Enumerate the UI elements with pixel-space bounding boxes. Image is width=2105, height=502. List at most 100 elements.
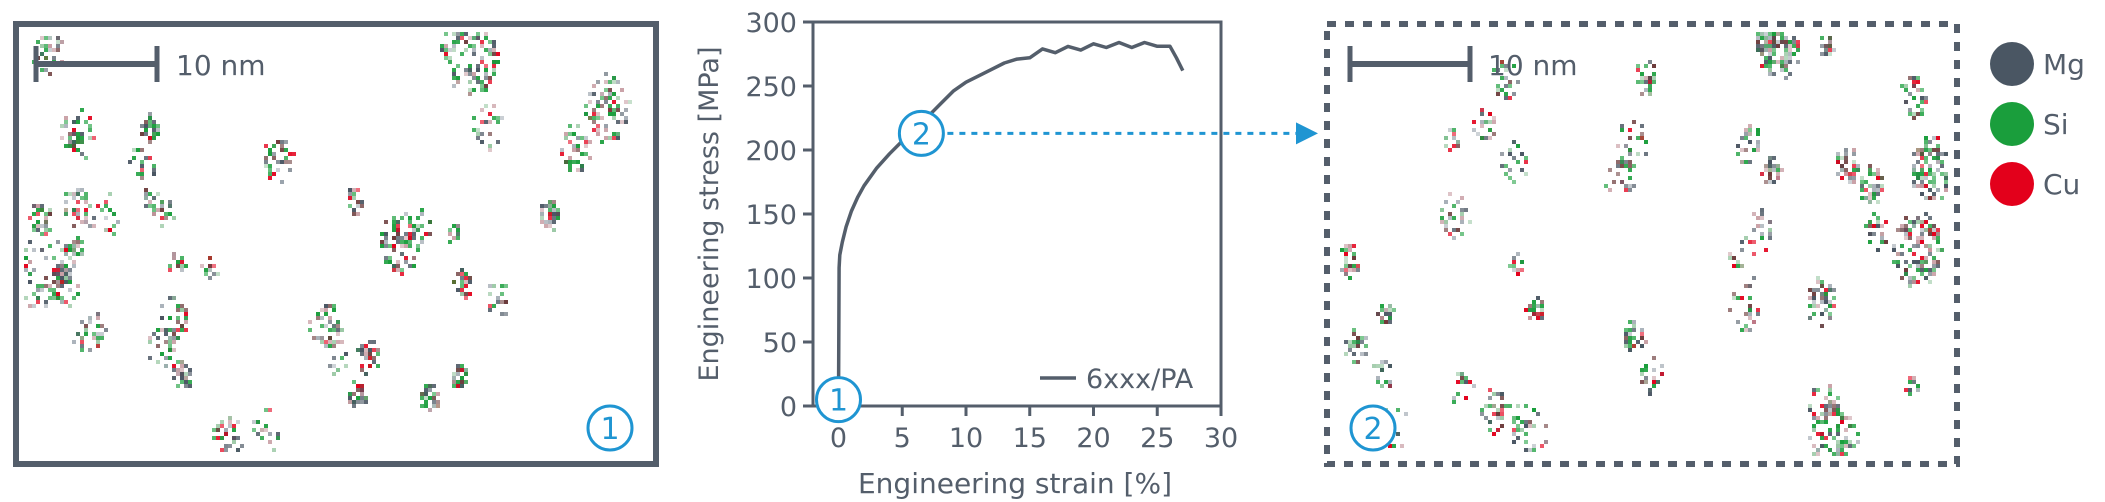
atom-pixel: [68, 280, 72, 284]
atom-pixel: [1500, 392, 1504, 396]
atom-pixel: [1740, 248, 1744, 252]
atom-pixel: [1780, 40, 1784, 44]
atom-pixel: [1852, 172, 1856, 176]
atom-pixel: [1772, 32, 1776, 36]
atom-pixel: [160, 316, 164, 320]
atom-pixel: [1844, 436, 1848, 440]
atom-pixel: [476, 132, 480, 136]
atom-pixel: [1456, 372, 1460, 376]
atom-pixel: [1352, 352, 1356, 356]
y-tick-label: 250: [745, 72, 797, 103]
atom-pixel: [268, 172, 272, 176]
atom-pixel: [1904, 268, 1908, 272]
atom-pixel: [400, 268, 404, 272]
atom-pixel: [1828, 316, 1832, 320]
atom-pixel: [272, 172, 276, 176]
atom-pixel: [92, 332, 96, 336]
atom-pixel: [400, 272, 404, 276]
atom-pixel: [1628, 188, 1632, 192]
atom-pixel: [168, 340, 172, 344]
atom-pixel: [1520, 152, 1524, 156]
atom-pixel: [44, 224, 48, 228]
atom-pixel: [1628, 344, 1632, 348]
atom-pixel: [380, 232, 384, 236]
atom-pixel: [80, 140, 84, 144]
atom-pixel: [284, 160, 288, 164]
atom-pixel: [1900, 224, 1904, 228]
atom-pixel: [188, 372, 192, 376]
atom-pixel: [576, 160, 580, 164]
atom-pixel: [1908, 284, 1912, 288]
atom-pixel: [372, 356, 376, 360]
atom-pixel: [72, 192, 76, 196]
atom-pixel: [352, 392, 356, 396]
atom-pixel: [72, 144, 76, 148]
atom-pixel: [604, 128, 608, 132]
atom-pixel: [1492, 412, 1496, 416]
atom-pixel: [484, 76, 488, 80]
atom-pixel: [220, 424, 224, 428]
atom-pixel: [228, 416, 232, 420]
atom-pixel: [172, 336, 176, 340]
atom-pixel: [1660, 364, 1664, 368]
atom-pixel: [1504, 92, 1508, 96]
atom-pixel: [1920, 256, 1924, 260]
atom-pixel: [1636, 68, 1640, 72]
atom-pixel: [1848, 444, 1852, 448]
atom-pixel: [612, 92, 616, 96]
atom-pixel: [1388, 364, 1392, 368]
atom-pixel: [1616, 160, 1620, 164]
atom-pixel: [76, 236, 80, 240]
atom-pixel: [92, 224, 96, 228]
atom-pixel: [1456, 228, 1460, 232]
atom-pixel: [468, 64, 472, 68]
atom-pixel: [352, 404, 356, 408]
atom-pixel: [1380, 320, 1384, 324]
atom-pixel: [1516, 436, 1520, 440]
atom-pixel: [1652, 64, 1656, 68]
atom-pixel: [68, 132, 72, 136]
atom-pixel: [1936, 156, 1940, 160]
atom-pixel: [1936, 144, 1940, 148]
atom-pixel: [1344, 340, 1348, 344]
atom-pixel: [1756, 44, 1760, 48]
atom-pixel: [40, 52, 44, 56]
atom-pixel: [1912, 180, 1916, 184]
atom-pixel: [356, 384, 360, 388]
atom-pixel: [1448, 212, 1452, 216]
atom-pixel: [356, 400, 360, 404]
atom-pixel: [1868, 196, 1872, 200]
atom-pixel: [612, 112, 616, 116]
atom-pixel: [168, 264, 172, 268]
atom-pixel: [76, 208, 80, 212]
atom-pixel: [284, 140, 288, 144]
atom-pixel: [492, 60, 496, 64]
atom-pixel: [428, 388, 432, 392]
atom-pixel: [1824, 408, 1828, 412]
atom-pixel: [456, 272, 460, 276]
atom-pixel: [552, 200, 556, 204]
atom-pixel: [1768, 40, 1772, 44]
atom-pixel: [1820, 324, 1824, 328]
atom-pixel: [272, 144, 276, 148]
atom-pixel: [284, 148, 288, 152]
atom-pixel: [1496, 392, 1500, 396]
atom-pixel: [1836, 404, 1840, 408]
atom-pixel: [488, 48, 492, 52]
atom-pixel: [1872, 232, 1876, 236]
atom-pixel: [276, 140, 280, 144]
atom-pixel: [44, 232, 48, 236]
atom-pixel: [72, 120, 76, 124]
atom-pixel: [604, 136, 608, 140]
atom-pixel: [1836, 432, 1840, 436]
atom-pixel: [1488, 128, 1492, 132]
atom-pixel: [56, 272, 60, 276]
atom-pixel: [496, 300, 500, 304]
atom-pixel: [472, 88, 476, 92]
atom-pixel: [1812, 296, 1816, 300]
atom-pixel: [1516, 252, 1520, 256]
atom-pixel: [268, 148, 272, 152]
atom-pixel: [1628, 136, 1632, 140]
atom-pixel: [1632, 328, 1636, 332]
atom-pixel: [592, 112, 596, 116]
